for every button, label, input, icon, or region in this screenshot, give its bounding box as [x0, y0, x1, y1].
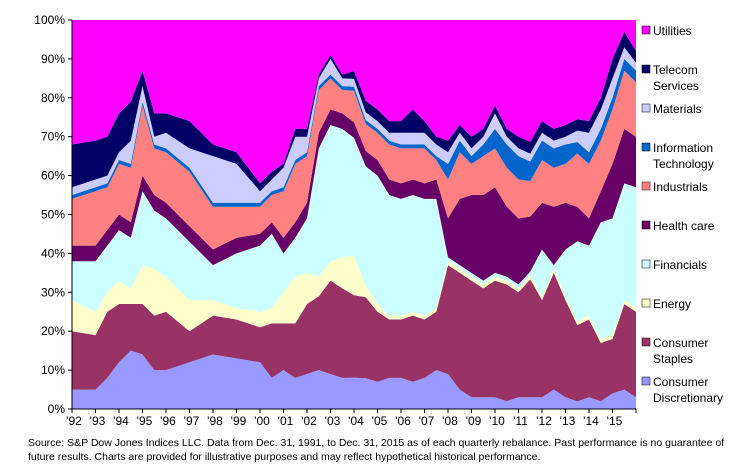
y-tick-label: 0% — [48, 402, 66, 416]
legend-item-information-technology: Information Technology — [641, 141, 714, 171]
x-tick-label: '02 — [301, 414, 317, 428]
x-tick-label: '93 — [90, 414, 106, 428]
legend-label: Information Technology — [653, 141, 714, 171]
y-tick-label: 10% — [41, 363, 65, 377]
x-tick-label: '09 — [466, 414, 482, 428]
legend-swatch — [641, 376, 651, 386]
legend-item-consumer-discretionary: Consumer Discretionary — [641, 375, 723, 405]
x-tick-label: '98 — [207, 414, 223, 428]
y-tick-label: 80% — [41, 91, 65, 105]
legend-label: Consumer Staples — [653, 336, 708, 366]
x-tick-label: '08 — [442, 414, 458, 428]
y-tick-label: 90% — [41, 52, 65, 66]
x-tick-label: '96 — [160, 414, 176, 428]
legend-item-financials: Financials — [641, 258, 707, 272]
x-tick-label: '11 — [513, 414, 528, 428]
y-tick-label: 20% — [41, 324, 65, 338]
area-financials — [72, 125, 636, 339]
legend-swatch — [641, 64, 651, 74]
axes-group: 0% 10% 20% 30% 40% 50% 60% 70% 80% 90% 100% '92 '93 '… — [34, 13, 637, 428]
x-tick-label: '07 — [419, 414, 435, 428]
legend-swatch — [641, 298, 651, 308]
x-tick-label: '15 — [607, 414, 623, 428]
legend-label: Financials — [653, 258, 707, 272]
x-tick-label: '01 — [278, 414, 294, 428]
legend-swatch — [641, 142, 651, 152]
legend-swatch — [641, 25, 651, 35]
y-tick-label: 30% — [41, 285, 65, 299]
area-consumer-staples — [72, 265, 636, 402]
legend-swatch — [641, 259, 651, 269]
y-tick-label: 40% — [41, 246, 65, 260]
x-tick-label: '14 — [583, 414, 599, 428]
x-tick-label: '05 — [372, 414, 388, 428]
legend-item-health-care: Health care — [641, 219, 715, 233]
legend-item-energy: Energy — [641, 297, 691, 311]
legend-label: Industrials — [653, 180, 708, 194]
x-tick-label: '12 — [536, 414, 552, 428]
area-utilities — [72, 20, 636, 184]
y-tick-label: 70% — [41, 130, 65, 144]
x-tick-label: '10 — [489, 414, 505, 428]
legend: Utilities Telecom Services Materials Informa… — [641, 24, 723, 405]
source-note: Source: S&P Dow Jones Indices LLC. Data … — [28, 437, 725, 463]
legend-label: Consumer Discretionary — [653, 375, 723, 405]
legend-swatch — [641, 220, 651, 230]
x-tick-label: '97 — [184, 414, 200, 428]
legend-swatch — [641, 337, 651, 347]
x-tick-label: '92 — [66, 414, 82, 428]
legend-label: Health care — [653, 219, 715, 233]
x-tick-label: '06 — [395, 414, 411, 428]
legend-swatch — [641, 181, 651, 191]
legend-item-consumer-staples: Consumer Staples — [641, 336, 708, 366]
x-tick-label: '13 — [560, 414, 576, 428]
legend-item-materials: Materials — [641, 102, 702, 116]
area-energy — [72, 255, 636, 343]
legend-label: Telecom Services — [653, 63, 699, 93]
legend-item-industrials: Industrials — [641, 180, 708, 194]
legend-item-telecom-services: Telecom Services — [641, 63, 699, 93]
legend-label: Energy — [653, 297, 691, 311]
y-tick-label: 50% — [41, 208, 65, 222]
area-telecom-services — [72, 31, 636, 192]
area-information-technology — [72, 58, 636, 207]
area-materials — [72, 47, 636, 203]
x-tick-label: '04 — [348, 414, 364, 428]
area-series-group — [72, 20, 636, 409]
area-health-care — [72, 109, 636, 285]
x-tick-label: '99 — [231, 414, 247, 428]
legend-swatch — [641, 103, 651, 113]
y-tick-label: 60% — [41, 169, 65, 183]
legend-label: Materials — [653, 102, 702, 116]
y-tick-label: 100% — [34, 13, 65, 27]
area-consumer-discretionary — [72, 350, 636, 409]
legend-item-utilities: Utilities — [641, 24, 692, 38]
legend-label: Utilities — [653, 24, 692, 38]
x-tick-label: '00 — [254, 414, 270, 428]
x-tick-label: '03 — [325, 414, 341, 428]
x-tick-label: '94 — [113, 414, 129, 428]
x-tick-label: '95 — [137, 414, 153, 428]
area-industrials — [72, 70, 636, 250]
